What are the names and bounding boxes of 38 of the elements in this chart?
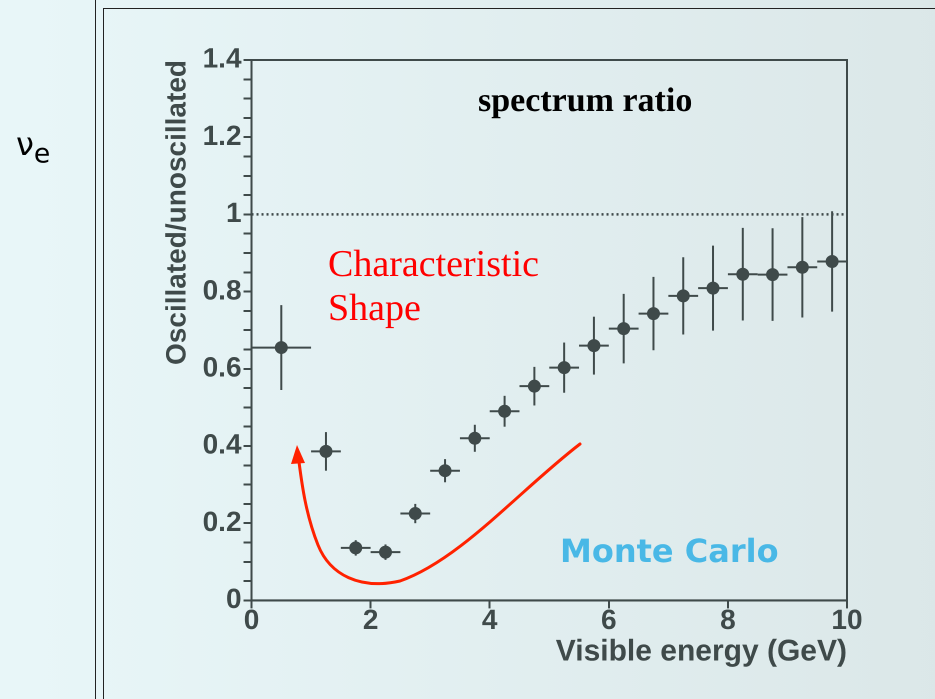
y-tick-label: 0.2 [202,506,242,537]
point [826,254,839,268]
text: ν$_{e}$ [16,125,50,170]
y-tick-label: 0 [226,583,242,614]
point [498,404,512,418]
x-tick-label: 8 [720,604,736,635]
x-axis-title: Visible energy (GeV) [556,634,847,668]
point [528,380,541,393]
y-tick-label: 1 [226,197,242,228]
point [274,341,288,354]
y-tick-label: 1.2 [202,120,242,151]
annotation: Monte Carlo [560,532,779,570]
point [558,361,571,374]
y-tick-label: 0.8 [202,274,242,306]
point [349,541,362,554]
x-tick-label: 6 [601,604,617,635]
point [408,507,422,520]
point [796,260,809,274]
point [766,268,780,282]
point [587,339,600,352]
point [676,289,690,302]
point [706,282,720,295]
annotation: spectrum ratio [478,82,692,120]
y-axis-title: Oscillated/unoscillated [160,60,192,365]
y-tick-label: 1.4 [202,42,242,74]
point [646,307,660,320]
y-tick-label: 0.6 [202,352,242,383]
point [319,444,332,458]
point [736,268,750,281]
y-tick-label: 0.4 [202,428,242,460]
x-tick-label: 2 [362,604,378,635]
x-tick-label: 10 [831,604,863,635]
point [379,546,392,559]
x-tick-label: 4 [482,604,498,635]
point [438,464,452,478]
point [617,322,630,336]
annotation: Characteristic Shape [328,243,540,330]
point [468,432,482,445]
